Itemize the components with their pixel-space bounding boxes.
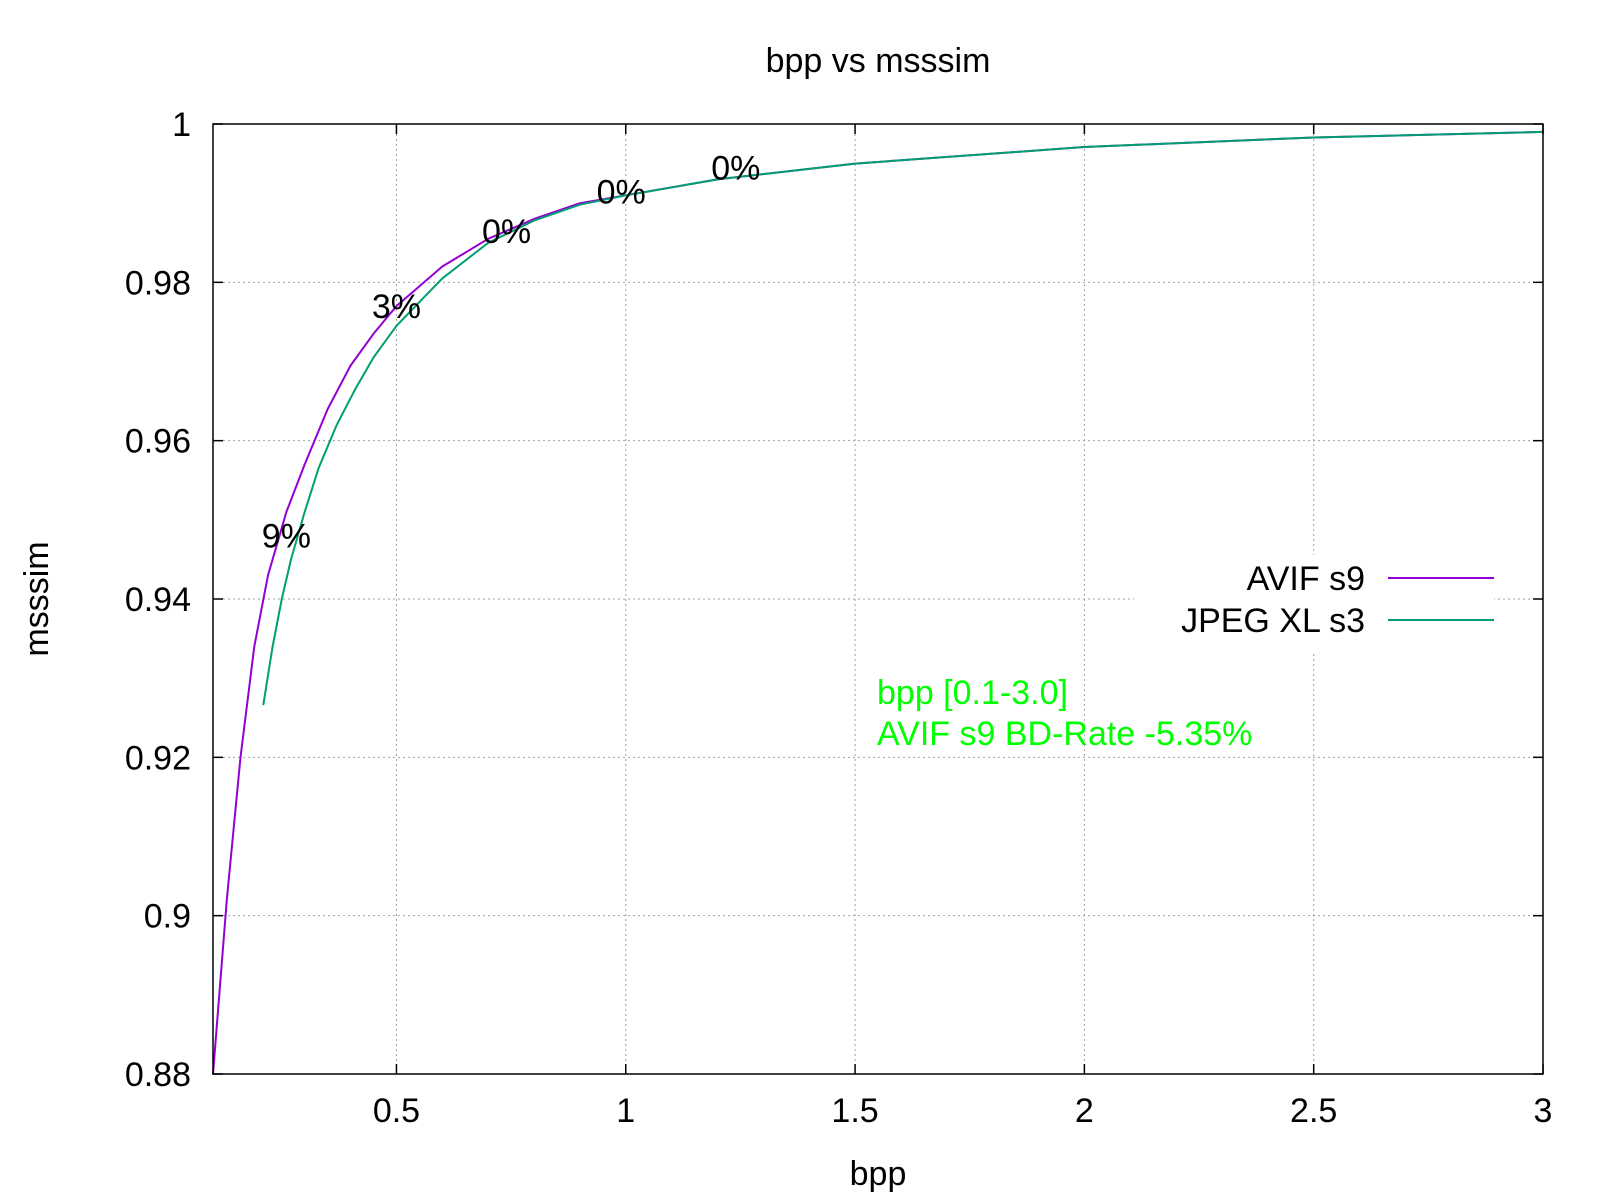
bd-rate-annotation: 9% xyxy=(262,518,311,556)
x-tick-label: 3 xyxy=(1534,1092,1553,1130)
legend-background xyxy=(1134,555,1494,651)
x-tick-label: 2 xyxy=(1075,1092,1094,1130)
y-axis-label: msssim xyxy=(18,541,56,656)
legend: AVIF s9 JPEG XL s3 xyxy=(1134,555,1494,651)
bd-rate-info: bpp [0.1-3.0] AVIF s9 BD-Rate -5.35% xyxy=(877,674,1252,753)
tick-label-layer: 0.5 1 1.5 2 2.5 3 0.88 0.9 0.92 0.94 0.96 0.98 1 xyxy=(125,106,1553,1130)
annotation-layer: 9% 3% 0% 0% 0% xyxy=(262,150,761,556)
x-tick-label: 2.5 xyxy=(1290,1092,1337,1130)
legend-label-avif: AVIF s9 xyxy=(1247,560,1365,598)
series-layer xyxy=(212,130,1544,1075)
y-tick-label: 0.92 xyxy=(125,739,191,777)
y-tick-label: 0.96 xyxy=(125,423,191,461)
y-tick-label: 0.9 xyxy=(144,898,191,936)
x-tick-label: 1.5 xyxy=(831,1092,878,1130)
legend-label-jpegxl: JPEG XL s3 xyxy=(1181,602,1365,640)
series-line-jpegxl xyxy=(262,130,1544,706)
x-axis-label: bpp xyxy=(850,1155,907,1193)
x-tick-label: 0.5 xyxy=(373,1092,420,1130)
bd-rate-annotation: 3% xyxy=(372,288,421,326)
y-tick-label: 1 xyxy=(172,106,191,144)
bd-rate-annotation: 0% xyxy=(597,173,646,211)
y-tick-label: 0.94 xyxy=(125,581,191,619)
grid-layer xyxy=(213,124,1543,1074)
bpp-range-text: bpp [0.1-3.0] xyxy=(877,674,1068,712)
bd-rate-annotation: 0% xyxy=(482,213,531,251)
tick-layer xyxy=(213,123,1544,1075)
bd-rate-annotation: 0% xyxy=(711,150,760,188)
y-tick-label: 0.98 xyxy=(125,264,191,302)
chart-title: bpp vs msssim xyxy=(766,42,991,80)
x-tick-label: 1 xyxy=(616,1092,635,1130)
y-tick-label: 0.88 xyxy=(125,1056,191,1094)
bd-rate-text: AVIF s9 BD-Rate -5.35% xyxy=(877,715,1252,753)
